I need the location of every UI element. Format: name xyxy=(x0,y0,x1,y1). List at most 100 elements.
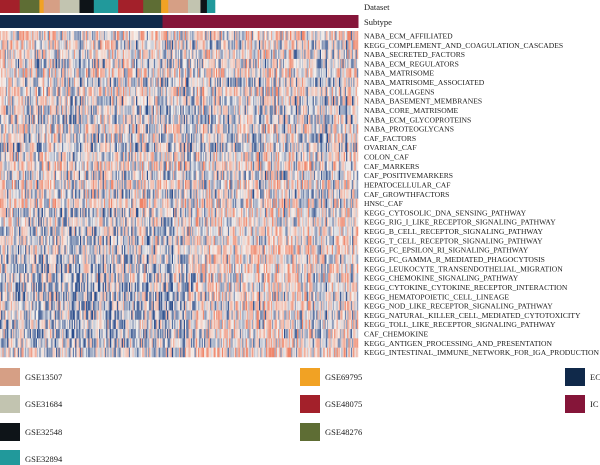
heatmap-cell xyxy=(179,77,181,88)
heatmap-cell xyxy=(107,31,109,41)
heatmap-cell xyxy=(313,105,316,116)
heatmap-cell xyxy=(294,105,297,116)
heatmap-cell xyxy=(245,58,248,69)
heatmap-cell xyxy=(128,49,131,60)
heatmap-cell xyxy=(247,114,249,125)
heatmap-cell xyxy=(348,58,350,69)
heatmap-cell xyxy=(245,86,248,97)
heatmap-cell xyxy=(59,40,62,50)
heatmap-cell xyxy=(51,68,53,78)
heatmap-cell xyxy=(348,31,350,41)
heatmap-cell xyxy=(149,40,151,50)
heatmap-cell xyxy=(235,114,237,125)
heatmap-cell xyxy=(248,58,250,69)
heatmap-cell xyxy=(87,114,89,125)
heatmap-cell xyxy=(194,105,196,116)
heatmap-cell xyxy=(245,124,248,134)
heatmap-cell xyxy=(101,68,103,78)
heatmap-cell xyxy=(101,124,103,134)
heatmap-cell xyxy=(294,161,297,171)
heatmap-cell xyxy=(243,161,245,171)
heatmap-cell xyxy=(59,114,62,125)
heatmap-cell xyxy=(346,105,348,116)
heatmap-cell xyxy=(183,40,186,50)
heatmap-cell xyxy=(124,105,126,116)
heatmap-cell xyxy=(164,58,167,69)
heatmap-cell xyxy=(50,161,52,171)
heatmap-cell xyxy=(149,86,151,97)
heatmap-cell xyxy=(153,77,156,88)
heatmap-cell xyxy=(251,96,254,106)
heatmap-cell xyxy=(179,142,181,153)
heatmap-cell xyxy=(88,58,90,69)
heatmap-cell xyxy=(176,77,179,88)
heatmap-cell xyxy=(262,68,264,78)
heatmap-cell xyxy=(257,77,260,88)
heatmap-cell xyxy=(233,133,236,144)
heatmap-cell xyxy=(295,124,298,134)
heatmap-cell xyxy=(75,86,77,97)
heatmap-cell xyxy=(157,170,159,181)
heatmap-cell xyxy=(280,49,282,60)
heatmap-cell xyxy=(144,40,146,50)
heatmap-cell xyxy=(126,58,128,69)
heatmap-cell xyxy=(214,124,217,134)
heatmap-cell xyxy=(102,68,105,78)
heatmap-cell xyxy=(159,49,162,60)
heatmap-cell xyxy=(344,86,347,97)
heatmap-cell xyxy=(20,133,22,144)
heatmap-cell xyxy=(51,49,53,60)
heatmap-cell xyxy=(151,152,153,162)
heatmap-cell xyxy=(32,105,34,116)
heatmap-cell xyxy=(242,161,244,171)
heatmap-cell xyxy=(130,180,132,190)
heatmap-cell xyxy=(65,86,68,97)
heatmap-cell xyxy=(23,180,26,190)
heatmap-cell xyxy=(193,133,195,144)
heatmap-cell xyxy=(208,77,211,88)
heatmap-cell xyxy=(236,58,238,69)
heatmap-cell xyxy=(175,58,177,69)
heatmap-cell xyxy=(125,68,127,78)
heatmap-cell xyxy=(0,152,2,162)
heatmap-cell xyxy=(27,124,29,134)
heatmap-cell xyxy=(224,68,226,78)
heatmap-cell xyxy=(299,49,301,60)
heatmap-cell xyxy=(354,96,356,106)
heatmap-cell xyxy=(347,96,349,106)
heatmap-cell xyxy=(335,96,337,106)
heatmap-cell xyxy=(120,96,122,106)
heatmap-cell xyxy=(176,58,179,69)
heatmap-cell xyxy=(346,77,348,88)
heatmap-cell xyxy=(236,68,238,78)
heatmap-cell xyxy=(10,96,13,106)
heatmap-cell xyxy=(348,86,350,97)
heatmap-cell xyxy=(0,58,2,69)
heatmap-cell xyxy=(225,96,227,106)
heatmap-cell xyxy=(300,124,303,134)
heatmap-cell xyxy=(340,86,342,97)
heatmap-cell xyxy=(341,68,343,78)
heatmap-cell xyxy=(247,161,249,171)
heatmap-cell xyxy=(274,105,276,116)
heatmap-cell xyxy=(140,40,143,50)
heatmap-cell xyxy=(103,133,106,144)
heatmap-cell xyxy=(184,49,187,60)
heatmap-cell xyxy=(91,68,94,78)
heatmap-cell xyxy=(301,77,304,88)
heatmap-cell xyxy=(256,161,259,171)
heatmap-cell xyxy=(215,114,218,125)
heatmap-cell xyxy=(229,105,231,116)
heatmap-cell xyxy=(46,114,48,125)
heatmap-cell xyxy=(109,68,112,78)
heatmap-cell xyxy=(151,124,153,134)
heatmap-cell xyxy=(269,31,272,41)
heatmap-cell xyxy=(94,77,96,88)
heatmap-cell xyxy=(326,152,329,162)
heatmap-cell xyxy=(174,31,176,41)
heatmap-cell xyxy=(153,105,156,116)
heatmap-cell xyxy=(19,161,21,171)
heatmap-cell xyxy=(121,133,124,144)
heatmap-cell xyxy=(204,58,206,69)
heatmap-cell xyxy=(167,77,169,88)
